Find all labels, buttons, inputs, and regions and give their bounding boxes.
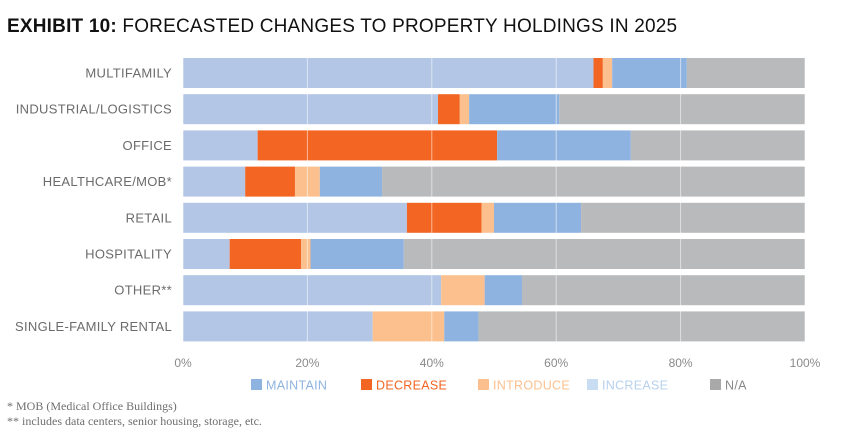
bar-multifamily-n-a [686,58,805,88]
bar-other-n-a [521,275,805,306]
x-tick-label: 0% [174,356,192,370]
bar-healthcare-mob-maintain [183,166,246,197]
category-label-retail: RETAIL [126,210,172,225]
bar-other-maintain [183,275,442,306]
x-axis-ticks: 0% 20% 40% 60% 80% 100% [174,356,820,370]
x-tick-label: 60% [544,356,568,370]
bar-industrial-logistics-n-a [559,94,805,125]
bar-industrial-logistics-increase [469,94,560,125]
bar-single-family-rental-increase [444,311,479,342]
bar-industrial-logistics-introduce [459,94,470,125]
category-label-healthcare-mob: HEALTHCARE/MOB* [43,174,172,189]
footnote-other: ** includes data centers, senior housing… [7,414,262,428]
legend-swatch-n-a [710,379,721,390]
bar-hospitality-introduce [301,239,311,269]
legend-label-n-a: N/A [725,379,747,393]
footnote-mob: * MOB (Medical Office Buildings) [7,399,177,413]
category-label-hospitality: HOSPITALITY [85,247,172,262]
bar-multifamily-decrease [593,58,603,88]
x-tick-label: 100% [790,356,821,370]
bar-healthcare-mob-decrease [245,166,295,197]
title-prefix: EXHIBIT 10: [7,16,117,37]
bar-hospitality-increase [310,239,404,269]
bar-healthcare-mob-n-a [382,166,805,197]
category-labels: MULTIFAMILY INDUSTRIAL/LOGISTICS OFFICE HEA… [15,66,172,334]
bar-retail-increase [494,202,582,233]
title-text: FORECASTED CHANGES TO PROPERTY HOLDINGS … [122,16,678,37]
bar-retail-n-a [581,202,805,233]
legend-swatch-maintain [251,379,262,390]
legend-label-maintain: MAINTAIN [266,379,327,393]
bar-single-family-rental-maintain [183,311,373,342]
category-label-industrial-logistics: INDUSTRIAL/LOGISTICS [16,102,172,117]
bar-multifamily-increase [612,58,687,88]
bar-other-increase [484,275,522,306]
legend: MAINTAIN DECREASE INTRODUCE INCREASE N/A [251,379,747,393]
bar-single-family-rental-introduce [372,311,445,342]
category-label-office: OFFICE [123,138,172,153]
x-tick-label: 20% [295,356,319,370]
chart-title: EXHIBIT 10: FORECASTED CHANGES TO PROPER… [7,16,677,38]
bar-industrial-logistics-maintain [183,94,439,125]
bar-office-n-a [630,130,805,161]
bar-other-introduce [441,275,485,306]
bar-retail-maintain [183,202,407,233]
bar-industrial-logistics-decrease [438,94,460,125]
bar-retail-decrease [406,202,482,233]
bar-hospitality-n-a [403,239,805,269]
bar-single-family-rental-n-a [478,311,805,342]
bar-multifamily-introduce [602,58,613,88]
bar-hospitality-decrease [229,239,302,269]
bar-retail-introduce [481,202,494,233]
bar-multifamily-maintain [183,58,594,88]
legend-swatch-introduce [478,379,489,390]
bar-office-increase [497,130,631,161]
bar-healthcare-mob-increase [319,166,383,197]
legend-swatch-decrease [361,379,372,390]
bar-office-maintain [183,130,258,161]
category-label-other: OTHER** [114,283,172,298]
x-tick-label: 40% [420,356,444,370]
x-tick-label: 80% [669,356,693,370]
legend-swatch-increase [587,379,598,390]
legend-label-decrease: DECREASE [376,379,447,393]
legend-label-introduce: INTRODUCE [493,379,570,393]
category-label-multifamily: MULTIFAMILY [85,66,172,81]
bars-group [183,58,805,342]
category-label-single-family-rental: SINGLE-FAMILY RENTAL [15,319,172,334]
bar-hospitality-maintain [183,239,230,269]
legend-label-increase: INCREASE [602,379,668,393]
gridlines-group [182,56,806,342]
bar-office-decrease [257,130,498,161]
